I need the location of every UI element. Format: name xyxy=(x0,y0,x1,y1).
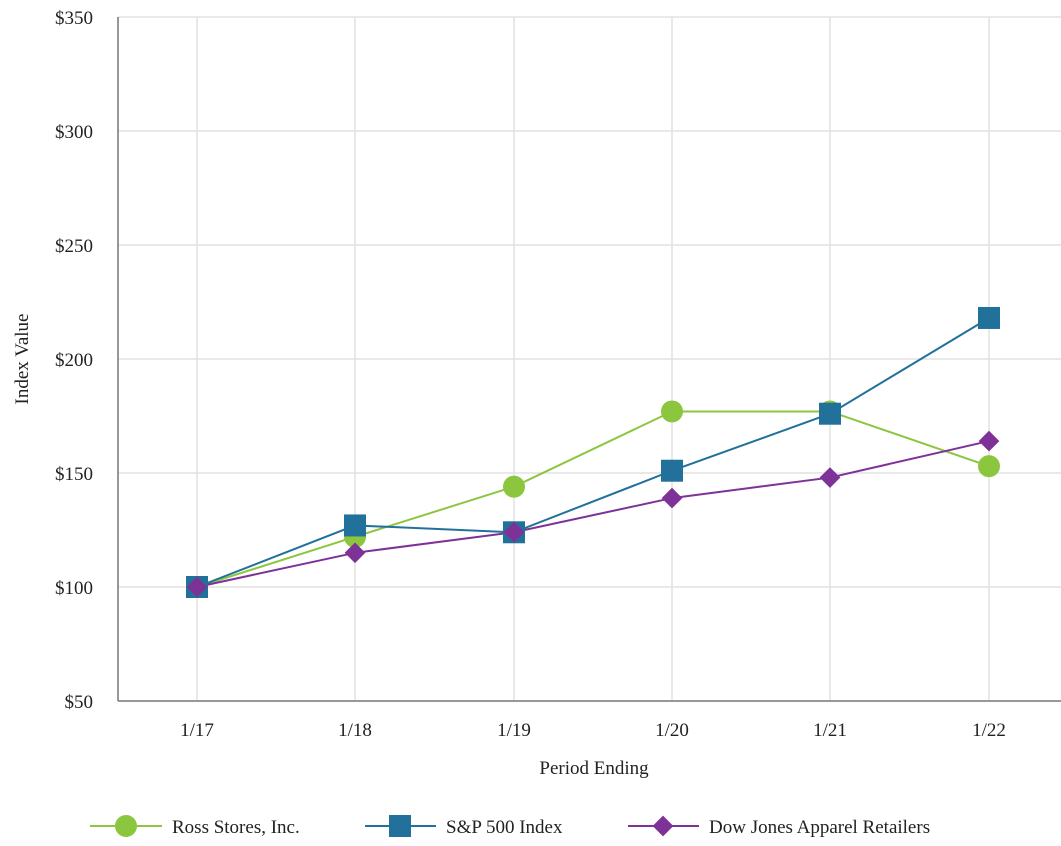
data-point-diamond xyxy=(819,467,841,488)
y-tick-label: $200 xyxy=(55,350,93,371)
x-tick-label: 1/17 xyxy=(180,720,214,741)
legend-label: Ross Stores, Inc. xyxy=(172,817,300,838)
data-point-diamond xyxy=(661,487,683,509)
line-chart: $50 $100 $150 $200 $250 $300 $350 1/17 1/18 1/19… xyxy=(12,8,1061,779)
data-point-diamond xyxy=(186,576,208,598)
data-point-square xyxy=(819,402,841,425)
x-tick-label: 1/21 xyxy=(813,720,847,741)
y-tick-label: $50 xyxy=(65,692,94,713)
legend-item: Dow Jones Apparel Retailers xyxy=(628,815,930,838)
data-point-square xyxy=(344,514,366,537)
legend-label: S&P 500 Index xyxy=(446,817,563,838)
data-point-diamond xyxy=(503,521,525,543)
grid-lines xyxy=(118,16,1061,701)
series-line-3 xyxy=(196,440,990,588)
series-line-2 xyxy=(196,317,990,588)
legend-marker-diamond xyxy=(652,815,674,837)
y-tick-label: $100 xyxy=(55,578,93,599)
x-tick-label: 1/19 xyxy=(497,720,531,741)
x-tick-label: 1/20 xyxy=(655,720,689,741)
series-lines xyxy=(196,317,990,588)
x-tick-label: 1/18 xyxy=(338,720,372,741)
data-point-square xyxy=(661,459,683,482)
y-tick-label: $150 xyxy=(55,464,93,485)
data-point-diamond xyxy=(344,542,366,564)
y-tick-labels: $50 $100 $150 $200 $250 $300 $350 xyxy=(55,8,93,713)
data-point-square xyxy=(978,306,1000,329)
data-point-circle xyxy=(661,400,683,423)
legend: Ross Stores, Inc. S&P 500 Index Dow Jones … xyxy=(90,815,930,838)
series-line-1 xyxy=(196,410,990,588)
y-tick-label: $300 xyxy=(55,122,93,143)
legend-marker-circle xyxy=(115,815,137,837)
y-axis-title: Index Value xyxy=(12,314,33,405)
y-tick-label: $350 xyxy=(55,8,93,29)
legend-marker-square xyxy=(389,815,411,837)
legend-item: S&P 500 Index xyxy=(365,815,563,838)
series-markers xyxy=(186,306,1000,598)
legend-label: Dow Jones Apparel Retailers xyxy=(709,817,930,838)
x-axis-title: Period Ending xyxy=(539,758,649,779)
data-point-circle xyxy=(978,455,1000,478)
axes xyxy=(117,17,1061,702)
legend-item: Ross Stores, Inc. xyxy=(90,815,300,838)
data-point-diamond xyxy=(978,430,1000,452)
x-tick-labels: 1/17 1/18 1/19 1/20 1/21 1/22 xyxy=(180,720,1006,741)
data-point-circle xyxy=(503,475,525,498)
x-tick-label: 1/22 xyxy=(972,720,1006,741)
y-tick-label: $250 xyxy=(55,236,93,257)
